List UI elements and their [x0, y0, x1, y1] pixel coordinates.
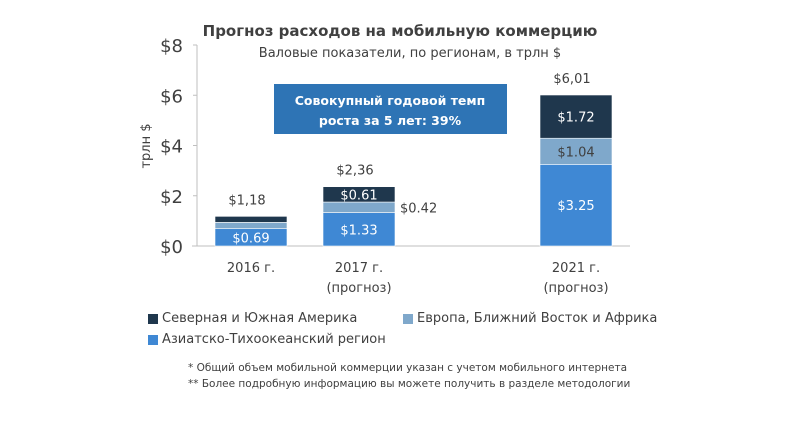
x-tick-label: 2021 г.: [552, 261, 600, 276]
y-tick-label: $6: [160, 86, 183, 107]
bar-segment: [214, 216, 288, 223]
legend-item-emea: Европа, Ближний Восток и Африка: [403, 311, 657, 326]
cagr-callout-box: [274, 84, 507, 134]
bar-segment: [539, 94, 613, 139]
bar-value-label: $0.61: [340, 188, 377, 203]
bar-segment: [539, 137, 613, 165]
bar-value-label: $1.04: [557, 145, 594, 160]
cagr-callout-line2: роста за 5 лет: 39%: [319, 113, 462, 128]
bar-value-label: $0.42: [400, 201, 437, 216]
bar-segment: [322, 201, 396, 213]
cagr-callout-line1: Совокупный годовой темп: [295, 93, 486, 108]
y-tick-label: $0: [160, 237, 183, 258]
bar-value-label: $1.72: [557, 111, 594, 126]
chart-svg: Прогноз расходов на мобильную коммерцию …: [139, 22, 630, 296]
bar-value-label: $3.25: [557, 199, 594, 214]
x-tick-sublabel: (прогноз): [326, 281, 391, 296]
x-tick-sublabel: (прогноз): [543, 281, 608, 296]
footnote-2: ** Более подробную информацию вы можете …: [188, 378, 631, 390]
legend-item-americas: Северная и Южная Америка: [148, 311, 357, 326]
bar-total-label: $1,18: [228, 193, 265, 208]
y-tick-label: $4: [160, 137, 183, 158]
chart-title: Прогноз расходов на мобильную коммерцию: [203, 22, 598, 40]
footnote-1: * Общий объем мобильной коммерции указан…: [188, 362, 628, 374]
legend-item-apac: Азиатско-Тихоокеанский регион: [148, 332, 386, 347]
bar-segment: [322, 186, 396, 203]
y-tick-label: $8: [160, 36, 183, 57]
bar-value-label: $0.69: [232, 231, 269, 246]
bar-segment: [539, 164, 613, 247]
bar-segment: [214, 222, 288, 229]
bar-total-label: $6,01: [553, 72, 590, 87]
x-tick-label: 2016 г.: [227, 261, 275, 276]
legend-swatch: [148, 313, 158, 324]
legend-label: Северная и Южная Америка: [162, 311, 358, 326]
legend-swatch: [403, 313, 413, 324]
legend-swatch: [148, 334, 158, 345]
chart-subtitle: Валовые показатели, по регионам, в трлн …: [259, 46, 561, 61]
legend-label: Европа, Ближний Восток и Африка: [417, 311, 658, 326]
bar-total-label: $2,36: [336, 164, 373, 179]
bar-value-label: $1.33: [340, 223, 377, 238]
x-tick-label: 2017 г.: [335, 261, 383, 276]
legend-label: Азиатско-Тихоокеанский регион: [162, 332, 386, 347]
y-tick-label: $2: [160, 187, 183, 208]
y-axis-label: трлн $: [139, 123, 154, 168]
